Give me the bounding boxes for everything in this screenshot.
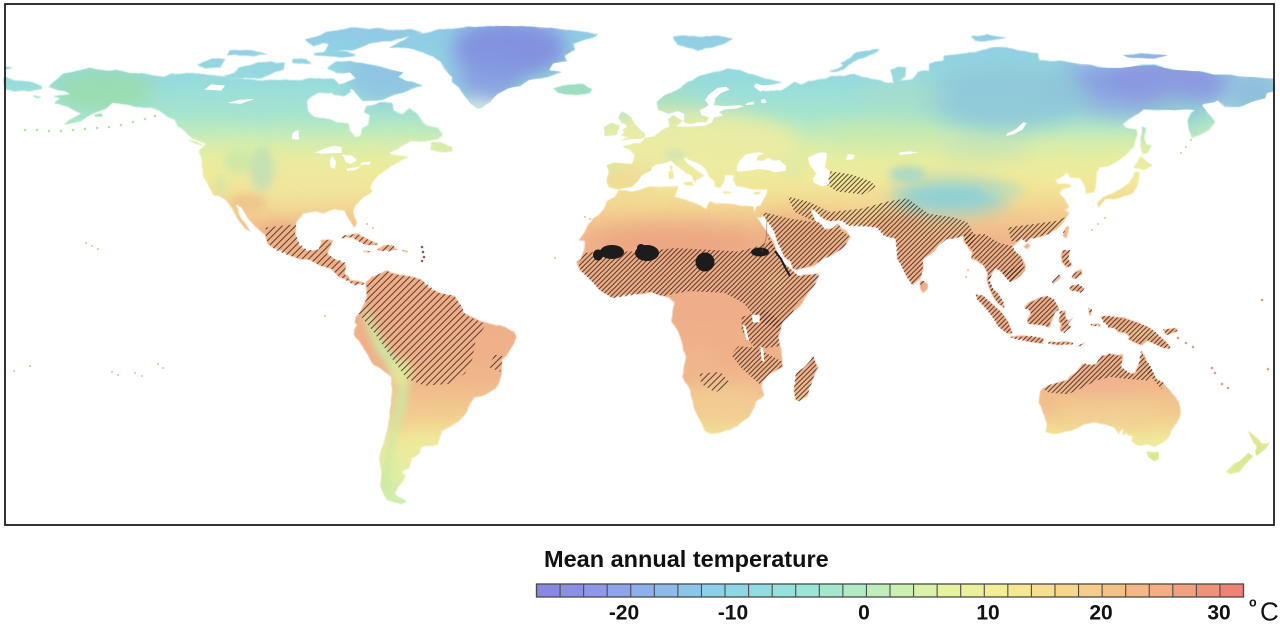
svg-text:o: o <box>1249 596 1257 610</box>
svg-text:10: 10 <box>976 602 999 624</box>
svg-text:30: 30 <box>1207 602 1230 624</box>
svg-text:-10: -10 <box>718 602 748 624</box>
svg-text:20: 20 <box>1089 602 1112 624</box>
svg-text:-20: -20 <box>609 602 639 624</box>
svg-text:Mean annual temperature: Mean annual temperature <box>544 546 829 572</box>
svg-text:C: C <box>1260 597 1279 624</box>
svg-text:0: 0 <box>858 602 870 624</box>
